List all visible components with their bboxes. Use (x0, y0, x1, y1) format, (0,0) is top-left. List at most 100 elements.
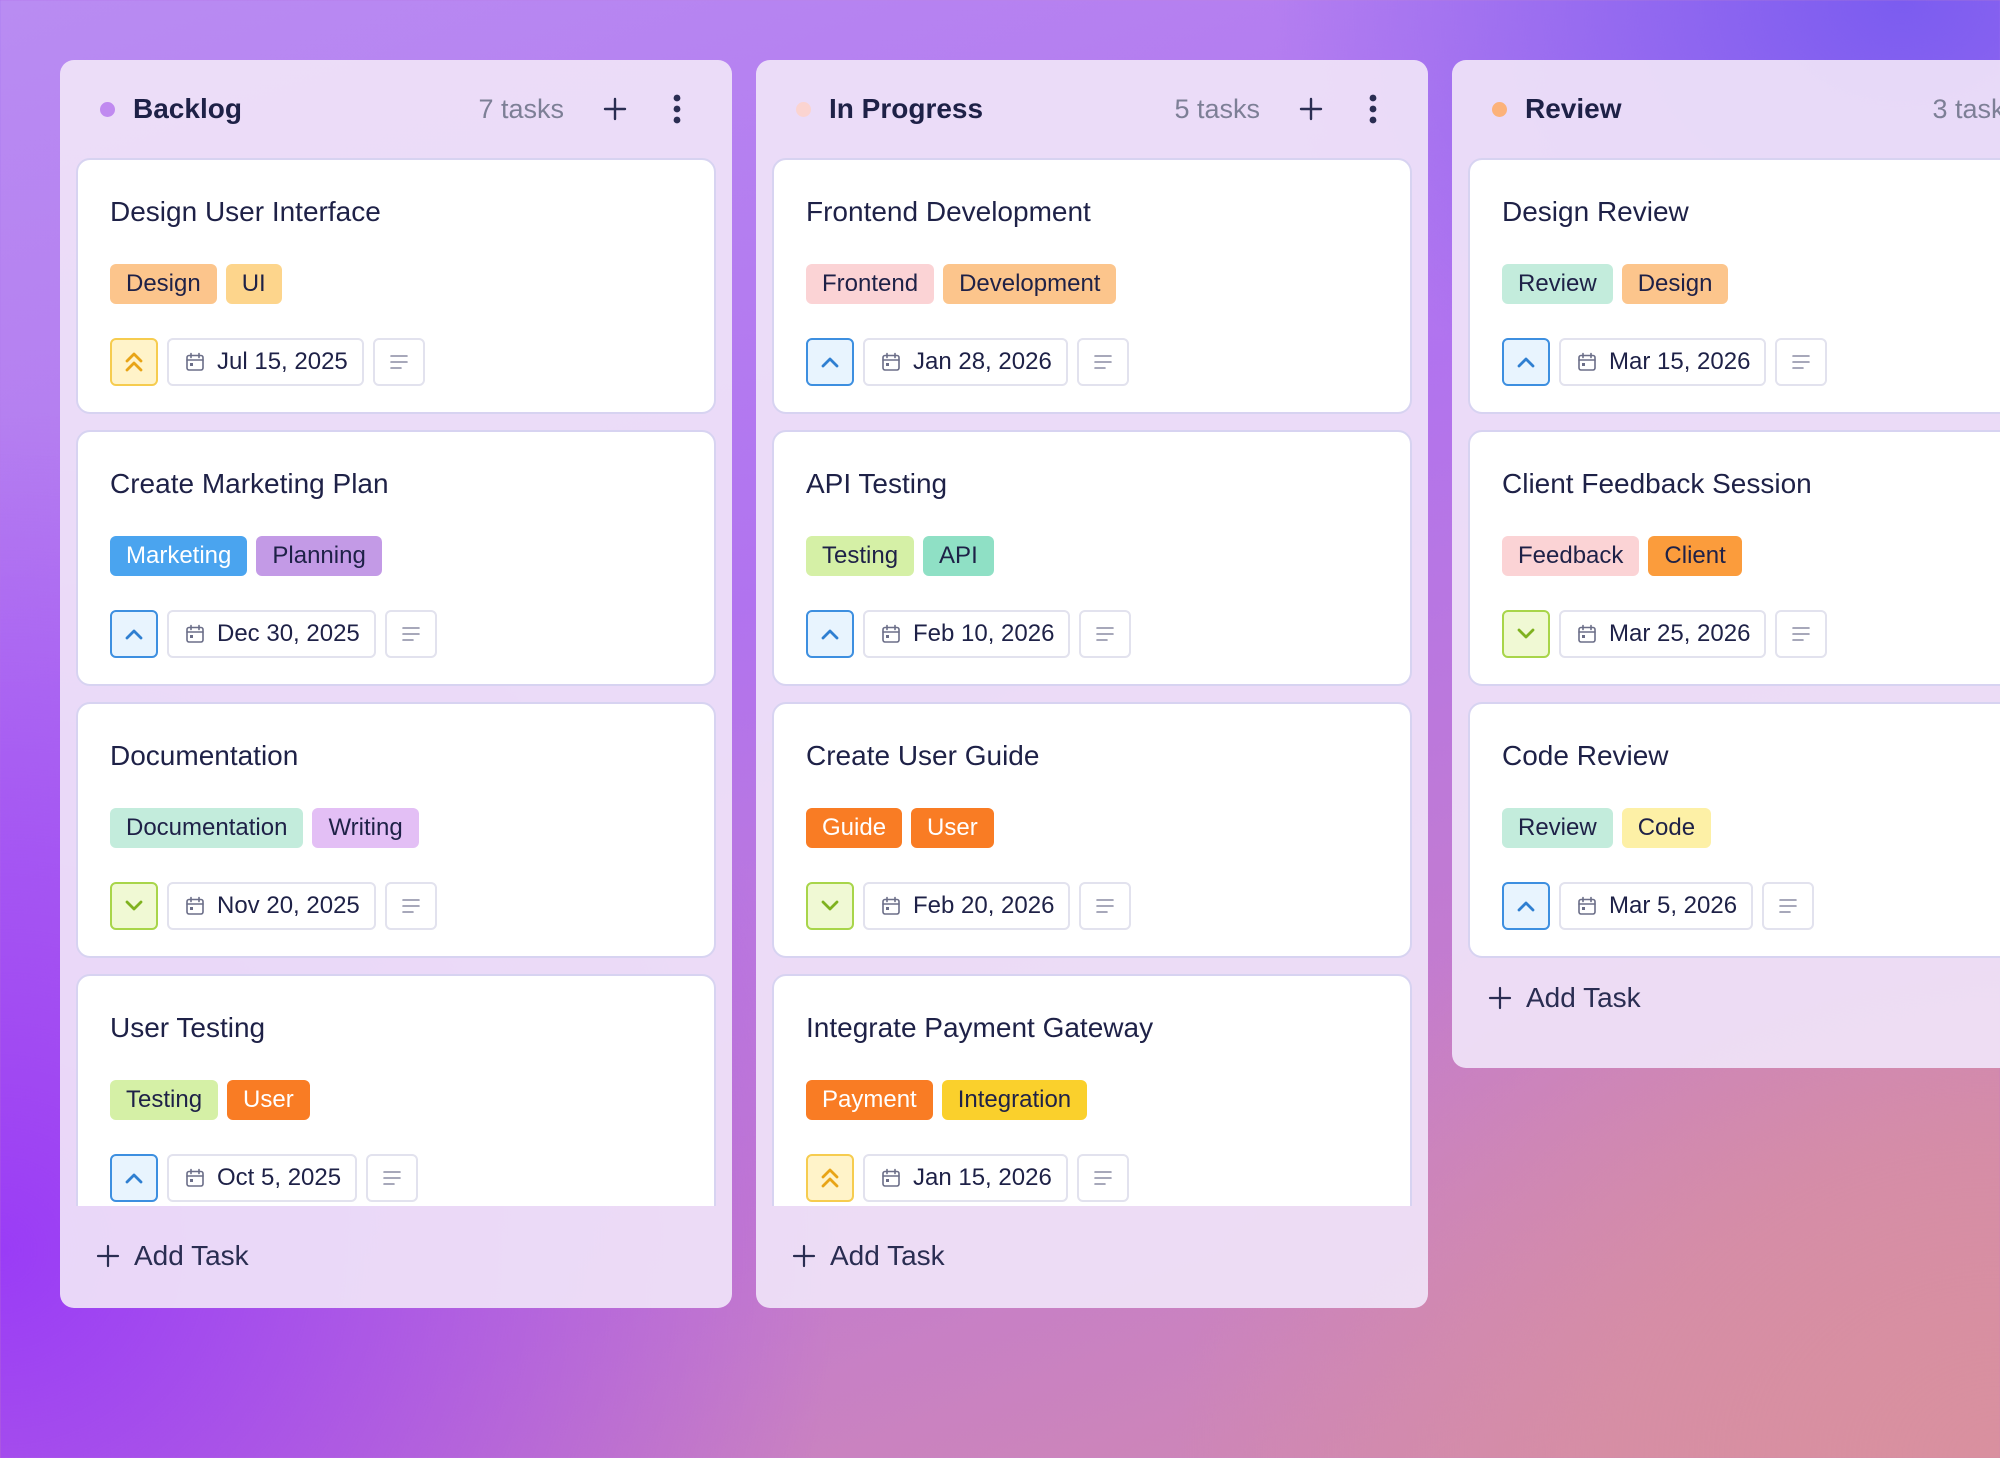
task-card[interactable]: Create User Guide Guide User Feb 20, 2026 (772, 702, 1412, 958)
add-task-label: Add Task (830, 1240, 945, 1271)
chevron-down-icon (125, 900, 143, 911)
task-card[interactable]: Create Marketing Plan Marketing Planning … (76, 430, 716, 686)
priority-button[interactable] (1502, 882, 1550, 930)
description-lines-icon (401, 627, 420, 641)
due-date-text: Oct 5, 2025 (217, 1164, 342, 1191)
column-header: In Progress 5 tasks (772, 60, 1412, 158)
task-card[interactable]: API Testing Testing API Feb 10, 2026 (772, 430, 1412, 686)
task-tag: Marketing (110, 536, 248, 576)
add-task-button[interactable]: Add Task (756, 1204, 1428, 1308)
due-date-button[interactable]: Nov 20, 2025 (167, 882, 376, 930)
description-lines-icon (1096, 899, 1115, 913)
task-card[interactable]: Frontend Development Frontend Development… (772, 158, 1412, 414)
calendar-icon (882, 1168, 900, 1187)
plus-icon (1488, 986, 1512, 1010)
priority-button[interactable] (110, 610, 158, 658)
column-menu-button[interactable] (656, 88, 698, 130)
priority-button[interactable] (1502, 610, 1550, 658)
task-card[interactable]: Client Feedback Session Feedback Client M… (1468, 430, 2000, 686)
chevron-up-icon (1517, 901, 1535, 912)
description-button[interactable] (1775, 338, 1828, 386)
task-card[interactable]: User Testing Testing User Oct 5, 2025 (76, 974, 716, 1206)
card-list: Design Review Review Design Mar 15, 2026 … (1468, 158, 2000, 974)
description-lines-icon (389, 355, 408, 369)
due-date-button[interactable]: Feb 10, 2026 (863, 610, 1071, 658)
priority-button[interactable] (806, 338, 854, 386)
due-date-button[interactable]: Feb 20, 2026 (863, 882, 1071, 930)
tag-list: Testing API (806, 536, 1378, 576)
priority-button[interactable] (806, 882, 854, 930)
description-button[interactable] (1076, 338, 1129, 386)
add-card-button[interactable] (594, 88, 636, 130)
task-meta: Feb 20, 2026 (806, 882, 1378, 930)
task-card[interactable]: Documentation Documentation Writing Nov 2… (76, 702, 716, 958)
description-button[interactable] (384, 610, 437, 658)
task-tag: Testing (110, 1080, 219, 1120)
task-card[interactable]: Design Review Review Design Mar 15, 2026 (1468, 158, 2000, 414)
description-button[interactable] (366, 1154, 419, 1202)
task-title: Design User Interface (110, 196, 381, 227)
task-tag: Review (1502, 808, 1613, 848)
column-title: Backlog (133, 93, 242, 124)
due-date-text: Jan 28, 2026 (913, 348, 1052, 375)
task-title: Code Review (1502, 740, 1669, 771)
description-button[interactable] (1775, 610, 1828, 658)
task-tag: Payment (806, 1080, 933, 1120)
task-title: User Testing (110, 1012, 266, 1043)
task-card[interactable]: Code Review Review Code Mar 5, 2026 (1468, 702, 2000, 958)
priority-button[interactable] (1502, 338, 1550, 386)
task-title: Create User Guide (806, 740, 1040, 771)
description-button[interactable] (384, 882, 437, 930)
task-meta: Feb 10, 2026 (806, 610, 1378, 658)
add-card-button[interactable] (1290, 88, 1332, 130)
add-task-button[interactable]: Add Task (1452, 928, 2000, 1068)
task-tag: Code (1621, 808, 1712, 848)
description-button[interactable] (1076, 1154, 1129, 1202)
column-status-dot (796, 101, 811, 117)
priority-button[interactable] (110, 1154, 158, 1202)
task-meta: Oct 5, 2025 (110, 1154, 682, 1202)
column-in-progress: In Progress 5 tasks Frontend Development… (756, 60, 1428, 1308)
calendar-icon (882, 624, 900, 643)
due-date-text: Feb 10, 2026 (913, 620, 1055, 647)
task-tag: Writing (312, 808, 419, 848)
plus-icon (603, 97, 627, 121)
task-meta: Jan 28, 2026 (806, 338, 1378, 386)
calendar-icon (1578, 624, 1596, 643)
task-title: API Testing (806, 468, 948, 499)
column-title: In Progress (829, 93, 984, 124)
card-list: Design User Interface Design UI Jul 15, 2… (76, 158, 716, 1206)
priority-button[interactable] (806, 1154, 854, 1202)
task-meta: Mar 25, 2026 (1502, 610, 2000, 658)
description-button[interactable] (1079, 610, 1132, 658)
due-date-button[interactable]: Mar 25, 2026 (1559, 610, 1767, 658)
priority-button[interactable] (110, 882, 158, 930)
due-date-button[interactable]: Jan 15, 2026 (863, 1154, 1068, 1202)
task-meta: Mar 5, 2026 (1502, 882, 2000, 930)
column-header: Backlog 7 tasks (76, 60, 716, 158)
column-task-count: 3 tasks (1932, 93, 2000, 124)
description-button[interactable] (372, 338, 425, 386)
task-tag: Frontend (806, 264, 935, 304)
column-menu-button[interactable] (1352, 88, 1394, 130)
due-date-button[interactable]: Jul 15, 2025 (167, 338, 364, 386)
description-button[interactable] (1762, 882, 1815, 930)
due-date-button[interactable]: Dec 30, 2025 (167, 610, 376, 658)
chevron-up-icon (125, 629, 143, 640)
due-date-text: Nov 20, 2025 (217, 892, 360, 919)
add-task-button[interactable]: Add Task (60, 1204, 732, 1308)
task-card[interactable]: Integrate Payment Gateway Payment Integra… (772, 974, 1412, 1206)
priority-button[interactable] (110, 338, 158, 386)
due-date-button[interactable]: Mar 5, 2026 (1559, 882, 1754, 930)
description-button[interactable] (1079, 882, 1132, 930)
kebab-menu-icon (1369, 94, 1377, 124)
due-date-button[interactable]: Mar 15, 2026 (1559, 338, 1767, 386)
due-date-button[interactable]: Oct 5, 2025 (167, 1154, 358, 1202)
column-title: Review (1525, 93, 1622, 124)
task-tag: Client (1648, 536, 1742, 576)
priority-button[interactable] (806, 610, 854, 658)
task-card[interactable]: Design User Interface Design UI Jul 15, 2… (76, 158, 716, 414)
plus-icon (792, 1244, 816, 1268)
due-date-button[interactable]: Jan 28, 2026 (863, 338, 1068, 386)
task-title: Client Feedback Session (1502, 468, 1812, 499)
